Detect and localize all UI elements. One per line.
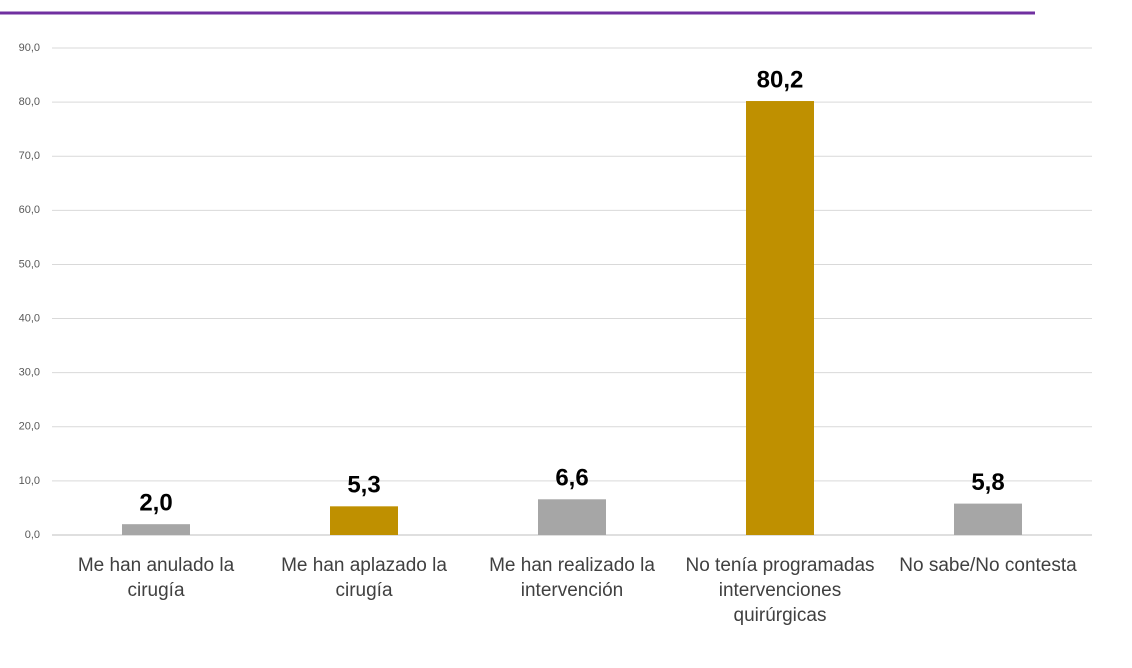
y-tick-label: 0,0 xyxy=(25,529,40,541)
bar xyxy=(122,524,190,535)
x-tick-label: No sabe/No contesta xyxy=(899,555,1077,576)
y-tick-label: 20,0 xyxy=(19,421,40,433)
y-tick-label: 40,0 xyxy=(19,312,40,324)
x-tick-label: Me han realizado la intervención xyxy=(489,555,655,601)
bar xyxy=(330,506,398,535)
x-tick-label: No tenía programadas intervenciones quir… xyxy=(685,555,875,626)
y-tick-label: 50,0 xyxy=(19,258,40,270)
bar xyxy=(538,499,606,535)
y-tick-label: 70,0 xyxy=(19,150,40,162)
value-label: 5,3 xyxy=(347,472,380,499)
value-label: 5,8 xyxy=(971,469,1004,496)
bar xyxy=(746,101,814,535)
value-label: 6,6 xyxy=(555,465,588,492)
y-tick-label: 60,0 xyxy=(19,204,40,216)
value-label: 2,0 xyxy=(139,490,172,517)
bar xyxy=(954,503,1022,535)
y-tick-label: 80,0 xyxy=(19,96,40,108)
y-tick-label: 10,0 xyxy=(19,475,40,487)
x-tick-label: Me han aplazado la cirugía xyxy=(281,555,447,601)
value-label: 80,2 xyxy=(757,66,804,93)
y-tick-label: 30,0 xyxy=(19,367,40,379)
x-tick-label: Me han anulado la cirugía xyxy=(77,555,235,601)
y-tick-label: 90,0 xyxy=(19,42,40,54)
